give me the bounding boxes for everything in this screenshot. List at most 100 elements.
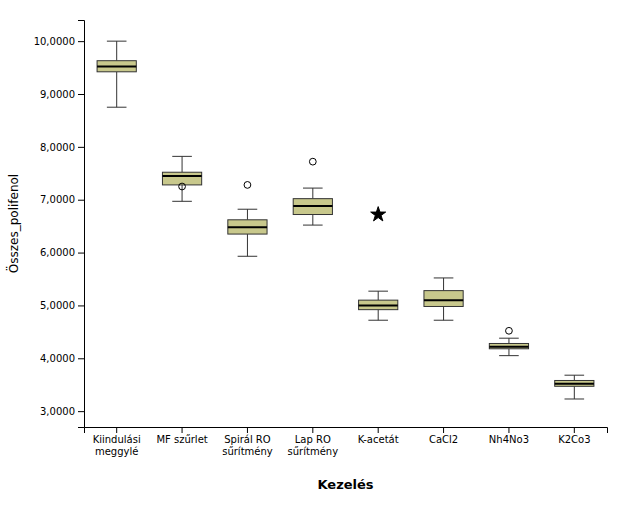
x-tick: K-acetát — [358, 427, 399, 445]
whisker-high — [378, 291, 379, 300]
x-tick-label: MF szűrlet — [156, 434, 207, 445]
box-group — [162, 156, 201, 201]
box — [555, 380, 594, 386]
median — [97, 66, 136, 68]
x-tick-mark — [312, 427, 313, 433]
cap-low — [107, 107, 127, 108]
x-tick-label-line: Lap RO — [295, 434, 331, 445]
plot: 3,0000 4,0000 5,0000 6,0000 7,0000 8,0000 9,00… — [5, 21, 608, 493]
x-tick-label: Lap ROsűrítmény — [288, 434, 339, 457]
cap-high — [238, 209, 258, 210]
x-tick-mark — [574, 427, 575, 433]
x-tick-label-line: Nh4No3 — [489, 434, 529, 445]
x-tick: Spirál ROsűrítmény — [222, 427, 273, 457]
x-tick-label: Spirál ROsűrítmény — [222, 434, 273, 457]
whisker-high — [247, 209, 248, 220]
x-axis: Kiindulásimeggylé MF szűrlet Spirál ROsűrí… — [85, 427, 608, 457]
y-tick-label: 5,0000 — [40, 300, 75, 311]
y-tick: 9,0000 — [40, 89, 84, 100]
cap-high — [107, 41, 127, 42]
y-tick: 3,0000 — [40, 406, 84, 417]
x-tick-label: K2Co3 — [558, 434, 590, 445]
whisker-high — [116, 41, 117, 61]
median — [228, 226, 267, 228]
y-tick-label: 7,0000 — [40, 194, 75, 205]
whisker-low — [443, 306, 444, 320]
y-tick: 4,0000 — [40, 353, 84, 364]
box-group — [489, 327, 528, 355]
cap-high — [368, 291, 388, 292]
y-tick: 7,0000 — [40, 194, 84, 205]
chart: 3,0000 4,0000 5,0000 6,0000 7,0000 8,0000 9,00… — [0, 0, 627, 505]
x-tick: Nh4No3 — [489, 427, 529, 445]
median — [424, 299, 463, 301]
x-tick-mark — [116, 427, 117, 433]
whisker-high — [508, 338, 509, 343]
cap-low — [565, 398, 585, 399]
cap-high — [499, 338, 519, 339]
whisker-low — [508, 349, 509, 356]
x-tick: CaCl2 — [429, 427, 458, 445]
x-tick-label: CaCl2 — [429, 434, 458, 445]
box — [359, 300, 398, 310]
box — [424, 291, 463, 307]
box-group — [555, 375, 594, 399]
x-tick-label-line: sűrítmény — [288, 446, 339, 457]
box — [489, 343, 528, 348]
whisker-low — [574, 386, 575, 399]
whisker-low — [182, 185, 183, 201]
x-tick: K2Co3 — [558, 427, 590, 445]
y-tick: 6,0000 — [40, 247, 84, 258]
box-group — [97, 41, 136, 107]
median — [555, 383, 594, 385]
whisker-low — [116, 72, 117, 107]
marks — [97, 41, 594, 399]
cap-high — [303, 188, 323, 189]
y-tick: 8,0000 — [40, 142, 84, 153]
x-tick-label-line: CaCl2 — [429, 434, 458, 445]
y-tick-label: 4,0000 — [40, 353, 75, 364]
y-tick-label: 6,0000 — [40, 247, 75, 258]
x-tick-mark — [247, 427, 248, 433]
cap-low — [499, 355, 519, 356]
x-tick: Kiindulásimeggylé — [93, 427, 141, 457]
box-group — [293, 158, 332, 225]
flier — [244, 182, 251, 189]
x-tick-label-line: meggylé — [95, 446, 138, 457]
box-group — [424, 278, 463, 320]
whisker-low — [378, 310, 379, 321]
x-tick-label-line: K-acetát — [358, 434, 399, 445]
y-tick-mark — [78, 41, 84, 42]
y-tick-mark — [78, 253, 84, 254]
x-tick: Lap ROsűrítmény — [288, 427, 339, 457]
flier — [179, 183, 186, 190]
median — [162, 175, 201, 177]
whisker-high — [182, 156, 183, 172]
y-tick-label: 9,0000 — [40, 89, 75, 100]
x-tick-label: Nh4No3 — [489, 434, 529, 445]
x-tick-label: Kiindulásimeggylé — [93, 434, 141, 457]
cap-low — [238, 256, 258, 257]
cap-low — [368, 320, 388, 321]
median — [359, 304, 398, 306]
x-tick-mark — [508, 427, 509, 433]
box-group — [359, 207, 398, 321]
cap-low — [434, 320, 454, 321]
x-tick-label-line: MF szűrlet — [156, 434, 207, 445]
y-tick-label: 3,0000 — [40, 406, 75, 417]
whisker-high — [443, 278, 444, 291]
x-axis-line — [85, 428, 608, 434]
y-axis-line — [78, 21, 85, 428]
box-group — [228, 182, 267, 257]
y-tick-mark — [78, 305, 84, 306]
whisker-low — [247, 234, 248, 256]
whisker-high — [312, 188, 313, 199]
flier — [309, 158, 316, 165]
whisker-high — [574, 375, 575, 380]
x-tick-label-line: Kiindulási — [93, 434, 141, 445]
y-tick-mark — [78, 147, 84, 148]
whisker-low — [312, 215, 313, 226]
x-tick-mark — [378, 427, 379, 433]
y-axis: 3,0000 4,0000 5,0000 6,0000 7,0000 8,0000 9,00… — [34, 21, 85, 428]
flier — [371, 207, 386, 221]
